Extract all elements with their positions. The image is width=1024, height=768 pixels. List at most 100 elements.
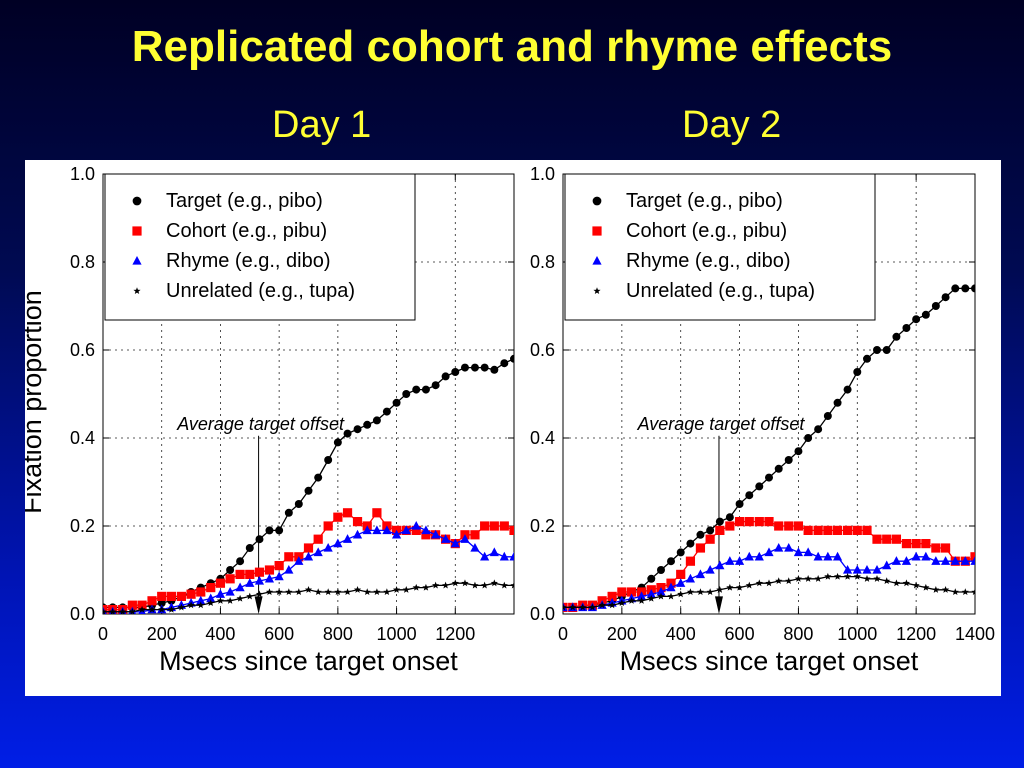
data-point	[706, 526, 715, 535]
data-point	[314, 473, 323, 482]
data-point	[784, 456, 793, 464]
data-point	[764, 547, 774, 557]
data-point	[853, 368, 862, 376]
data-point	[666, 582, 676, 592]
data-point	[470, 542, 480, 552]
legend-label: Target (e.g., pibo)	[626, 190, 783, 212]
data-point	[402, 390, 411, 398]
data-point	[618, 599, 626, 607]
data-point	[696, 588, 705, 596]
x-tick-label: 0	[98, 624, 108, 644]
y-tick-label: 0.0	[530, 604, 555, 624]
data-point	[685, 573, 696, 583]
data-point	[109, 608, 117, 614]
data-point	[814, 575, 822, 582]
data-point	[342, 534, 353, 543]
data-point	[950, 556, 960, 565]
data-point	[588, 603, 597, 611]
data-point	[285, 588, 293, 596]
data-point	[970, 552, 975, 562]
data-point	[637, 597, 646, 604]
legend-marker	[592, 255, 602, 265]
data-point	[961, 588, 969, 596]
data-point	[215, 578, 226, 588]
x-tick-label: 1000	[377, 624, 417, 644]
data-point	[441, 372, 450, 381]
data-point	[363, 588, 371, 596]
data-point	[901, 539, 912, 549]
data-point	[313, 534, 323, 544]
data-point	[842, 525, 853, 535]
data-point	[373, 588, 381, 596]
data-point	[862, 564, 872, 574]
data-point	[579, 603, 587, 611]
data-point	[951, 588, 959, 596]
data-point	[236, 594, 244, 602]
data-point	[774, 542, 784, 552]
data-point	[755, 579, 763, 587]
data-point	[363, 420, 372, 429]
legend-marker	[132, 196, 142, 206]
data-point	[735, 500, 744, 508]
data-point	[402, 586, 410, 593]
data-point	[284, 552, 294, 562]
data-point	[254, 567, 265, 577]
chart-2: 0 200 400 600 800 1000 1200 1400 0.0 0.2 0.4 0.6 0.8…	[530, 164, 995, 676]
y-tick-label: 0.8	[530, 252, 555, 272]
legend-label: Rhyme (e.g., dibo)	[626, 250, 791, 272]
data-point	[793, 547, 804, 557]
legend-label: Cohort (e.g., pibu)	[626, 220, 787, 242]
data-point	[254, 575, 265, 585]
figure-panel: 0 200 400 600 800 1000 1200 0.0 0.2 0.4 0.6 0.8 1.0 M…	[25, 160, 1001, 696]
data-point	[824, 572, 832, 580]
data-point	[128, 608, 136, 614]
data-point	[382, 525, 392, 535]
data-point	[362, 525, 372, 535]
data-point	[226, 566, 235, 574]
series-group	[103, 354, 514, 614]
data-point	[265, 588, 274, 596]
legend-marker	[592, 226, 602, 236]
data-point	[705, 534, 715, 544]
legend-marker	[592, 196, 602, 206]
data-point	[392, 586, 401, 593]
data-point	[657, 566, 665, 574]
data-point	[715, 560, 725, 570]
data-point	[853, 572, 861, 580]
data-point	[411, 520, 421, 530]
data-point	[196, 587, 206, 597]
x-tick-label: 800	[783, 624, 813, 644]
data-point	[510, 354, 514, 363]
data-point	[157, 591, 167, 601]
data-point	[460, 534, 470, 543]
data-point	[509, 525, 514, 535]
y-tick-label: 0.6	[70, 340, 95, 360]
data-point	[755, 482, 764, 491]
data-point	[804, 575, 812, 582]
data-point	[422, 583, 430, 591]
data-point	[432, 581, 440, 589]
data-point	[832, 525, 843, 535]
data-point	[265, 526, 274, 535]
data-point	[657, 592, 665, 600]
data-point	[970, 556, 975, 565]
data-point	[940, 543, 951, 553]
data-point	[873, 346, 881, 354]
data-point	[412, 385, 421, 394]
data-point	[911, 539, 921, 549]
data-point	[382, 407, 391, 416]
data-point	[158, 605, 166, 613]
legend-label: Rhyme (e.g., dibo)	[166, 250, 331, 272]
x-tick-label: 200	[607, 624, 637, 644]
data-point	[383, 588, 391, 596]
data-point	[794, 447, 803, 456]
data-point	[333, 512, 343, 522]
data-point	[931, 302, 940, 310]
data-point	[431, 381, 440, 390]
legend-marker	[132, 226, 142, 236]
data-point	[961, 284, 970, 293]
data-point	[353, 586, 362, 593]
series-group	[563, 284, 975, 612]
data-point	[902, 324, 911, 332]
data-point	[470, 530, 480, 540]
